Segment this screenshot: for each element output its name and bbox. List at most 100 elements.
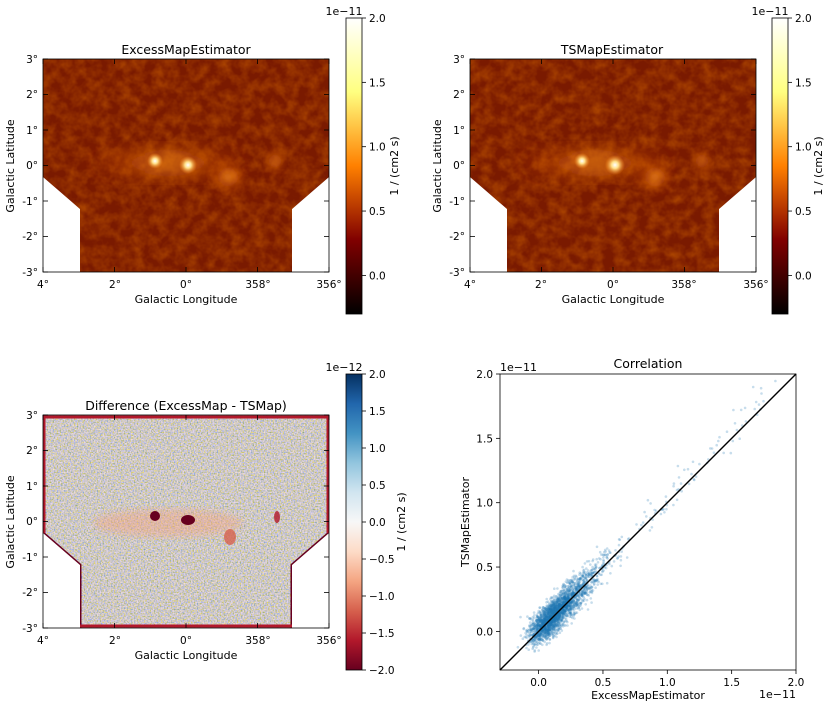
scatter-point <box>580 584 584 587</box>
scatter-point <box>565 604 569 608</box>
scatter-point <box>541 632 544 635</box>
scatter-point <box>550 612 554 616</box>
x-tick-label: 2° <box>109 635 121 647</box>
scatter-point <box>626 538 630 541</box>
scatter-point <box>576 603 579 606</box>
scatter-point <box>599 573 602 577</box>
scatter-point <box>538 617 542 621</box>
scatter-point <box>573 603 576 606</box>
scatter-point <box>553 606 557 609</box>
scatter-point <box>641 521 645 524</box>
scatter-point <box>553 618 556 622</box>
y-tick-label: 0° <box>453 160 465 172</box>
scatter-point <box>539 613 543 617</box>
scatter-point <box>549 621 553 624</box>
scatter-point <box>548 614 551 618</box>
scatter-point <box>547 615 550 619</box>
scatter-point <box>563 614 567 617</box>
scatter-point <box>558 605 561 609</box>
scatter-point <box>557 616 561 619</box>
scatter-point <box>540 618 543 622</box>
scatter-point <box>571 575 574 579</box>
scatter-point <box>555 600 558 603</box>
scatter-point <box>536 624 540 627</box>
scatter-point <box>590 581 594 584</box>
scatter-point <box>563 610 567 614</box>
scatter-point <box>546 626 549 630</box>
scatter-point <box>568 602 572 605</box>
scatter-point <box>580 589 584 592</box>
scatter-point <box>539 619 543 622</box>
scatter-point <box>550 612 554 615</box>
scatter-point <box>556 607 559 611</box>
x-tick-label: 356° <box>743 279 768 291</box>
scatter-point <box>557 612 561 615</box>
scatter-point <box>540 624 544 627</box>
scatter-point <box>546 631 550 634</box>
scatter-point <box>550 605 553 609</box>
scatter-point <box>544 615 548 619</box>
scatter-point <box>562 595 566 599</box>
scatter-point <box>568 611 571 615</box>
scatter-point <box>540 628 544 632</box>
scatter-point <box>562 612 565 616</box>
scatter-point <box>544 620 547 624</box>
scatter-point <box>556 605 559 608</box>
scatter-point <box>555 603 558 606</box>
scatter-point <box>539 615 543 619</box>
scatter-point <box>535 619 539 623</box>
scatter-point <box>556 623 560 627</box>
scatter-point <box>597 580 600 584</box>
scatter-point <box>580 591 583 595</box>
scatter-point <box>554 624 558 627</box>
scatter-point <box>549 621 552 624</box>
scatter-point <box>676 464 680 468</box>
scatter-point <box>541 609 545 613</box>
scatter-point <box>544 617 548 621</box>
scatter-point <box>553 625 557 629</box>
scatter-point <box>546 612 550 615</box>
scatter-point <box>565 607 568 611</box>
scatter-point <box>583 581 587 584</box>
scatter-point <box>552 627 555 631</box>
scatter-point <box>559 605 563 608</box>
scatter-point <box>605 556 608 559</box>
scatter-point <box>576 583 580 586</box>
scatter-point <box>738 437 741 441</box>
scatter-point <box>583 587 586 591</box>
scatter-point <box>572 612 576 615</box>
scatter-point <box>544 608 547 612</box>
scatter-point <box>550 627 553 631</box>
scatter-point <box>553 601 556 604</box>
scatter-point <box>544 616 548 620</box>
scatter-point <box>561 596 564 600</box>
scatter-point <box>550 621 554 624</box>
scatter-point <box>548 628 552 632</box>
scatter-point <box>549 613 553 617</box>
scatter-point <box>569 585 573 588</box>
scatter-point <box>566 597 570 600</box>
scatter-point <box>547 617 550 620</box>
scatter-point <box>563 598 567 602</box>
scatter-point <box>547 625 550 628</box>
scatter-point <box>538 625 542 628</box>
scatter-point <box>694 475 698 478</box>
scatter-point <box>548 611 551 614</box>
scatter-point <box>536 636 539 640</box>
scatter-point <box>545 634 548 637</box>
scatter-point <box>564 617 568 621</box>
scatter-point <box>589 597 593 600</box>
scatter-point <box>564 605 568 608</box>
scatter-point <box>548 614 552 618</box>
scatter-point <box>551 620 555 624</box>
scatter-point <box>555 625 558 629</box>
scatter-point <box>535 634 538 638</box>
scatter-point <box>559 612 562 615</box>
scatter-point <box>577 579 581 582</box>
scatter-point <box>523 635 526 639</box>
scatter-point <box>551 612 554 616</box>
scatter-point <box>540 621 544 625</box>
scatter-point <box>570 600 574 604</box>
scatter-point <box>540 632 543 636</box>
scatter-point <box>548 624 551 628</box>
